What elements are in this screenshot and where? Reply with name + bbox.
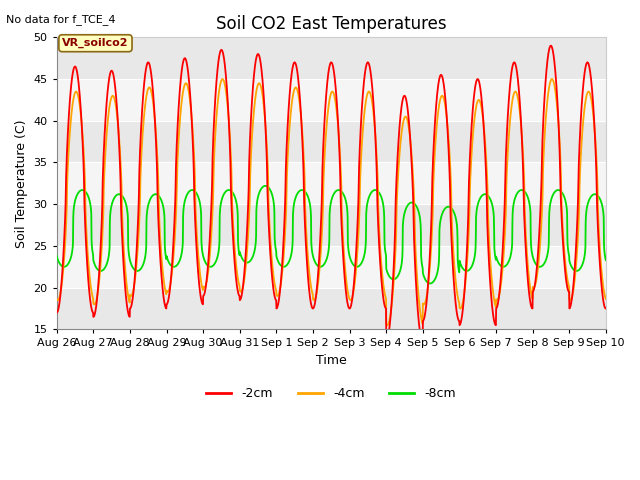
Y-axis label: Soil Temperature (C): Soil Temperature (C) xyxy=(15,119,28,248)
Bar xyxy=(57,204,605,246)
Bar xyxy=(57,79,605,121)
Bar xyxy=(57,121,605,163)
Bar xyxy=(57,246,605,288)
Bar xyxy=(57,288,605,329)
Bar xyxy=(57,37,605,79)
Text: VR_soilco2: VR_soilco2 xyxy=(62,38,129,48)
Legend: -2cm, -4cm, -8cm: -2cm, -4cm, -8cm xyxy=(202,382,461,405)
Bar xyxy=(57,163,605,204)
Text: No data for f_TCE_4: No data for f_TCE_4 xyxy=(6,14,116,25)
Title: Soil CO2 East Temperatures: Soil CO2 East Temperatures xyxy=(216,15,447,33)
X-axis label: Time: Time xyxy=(316,354,347,367)
